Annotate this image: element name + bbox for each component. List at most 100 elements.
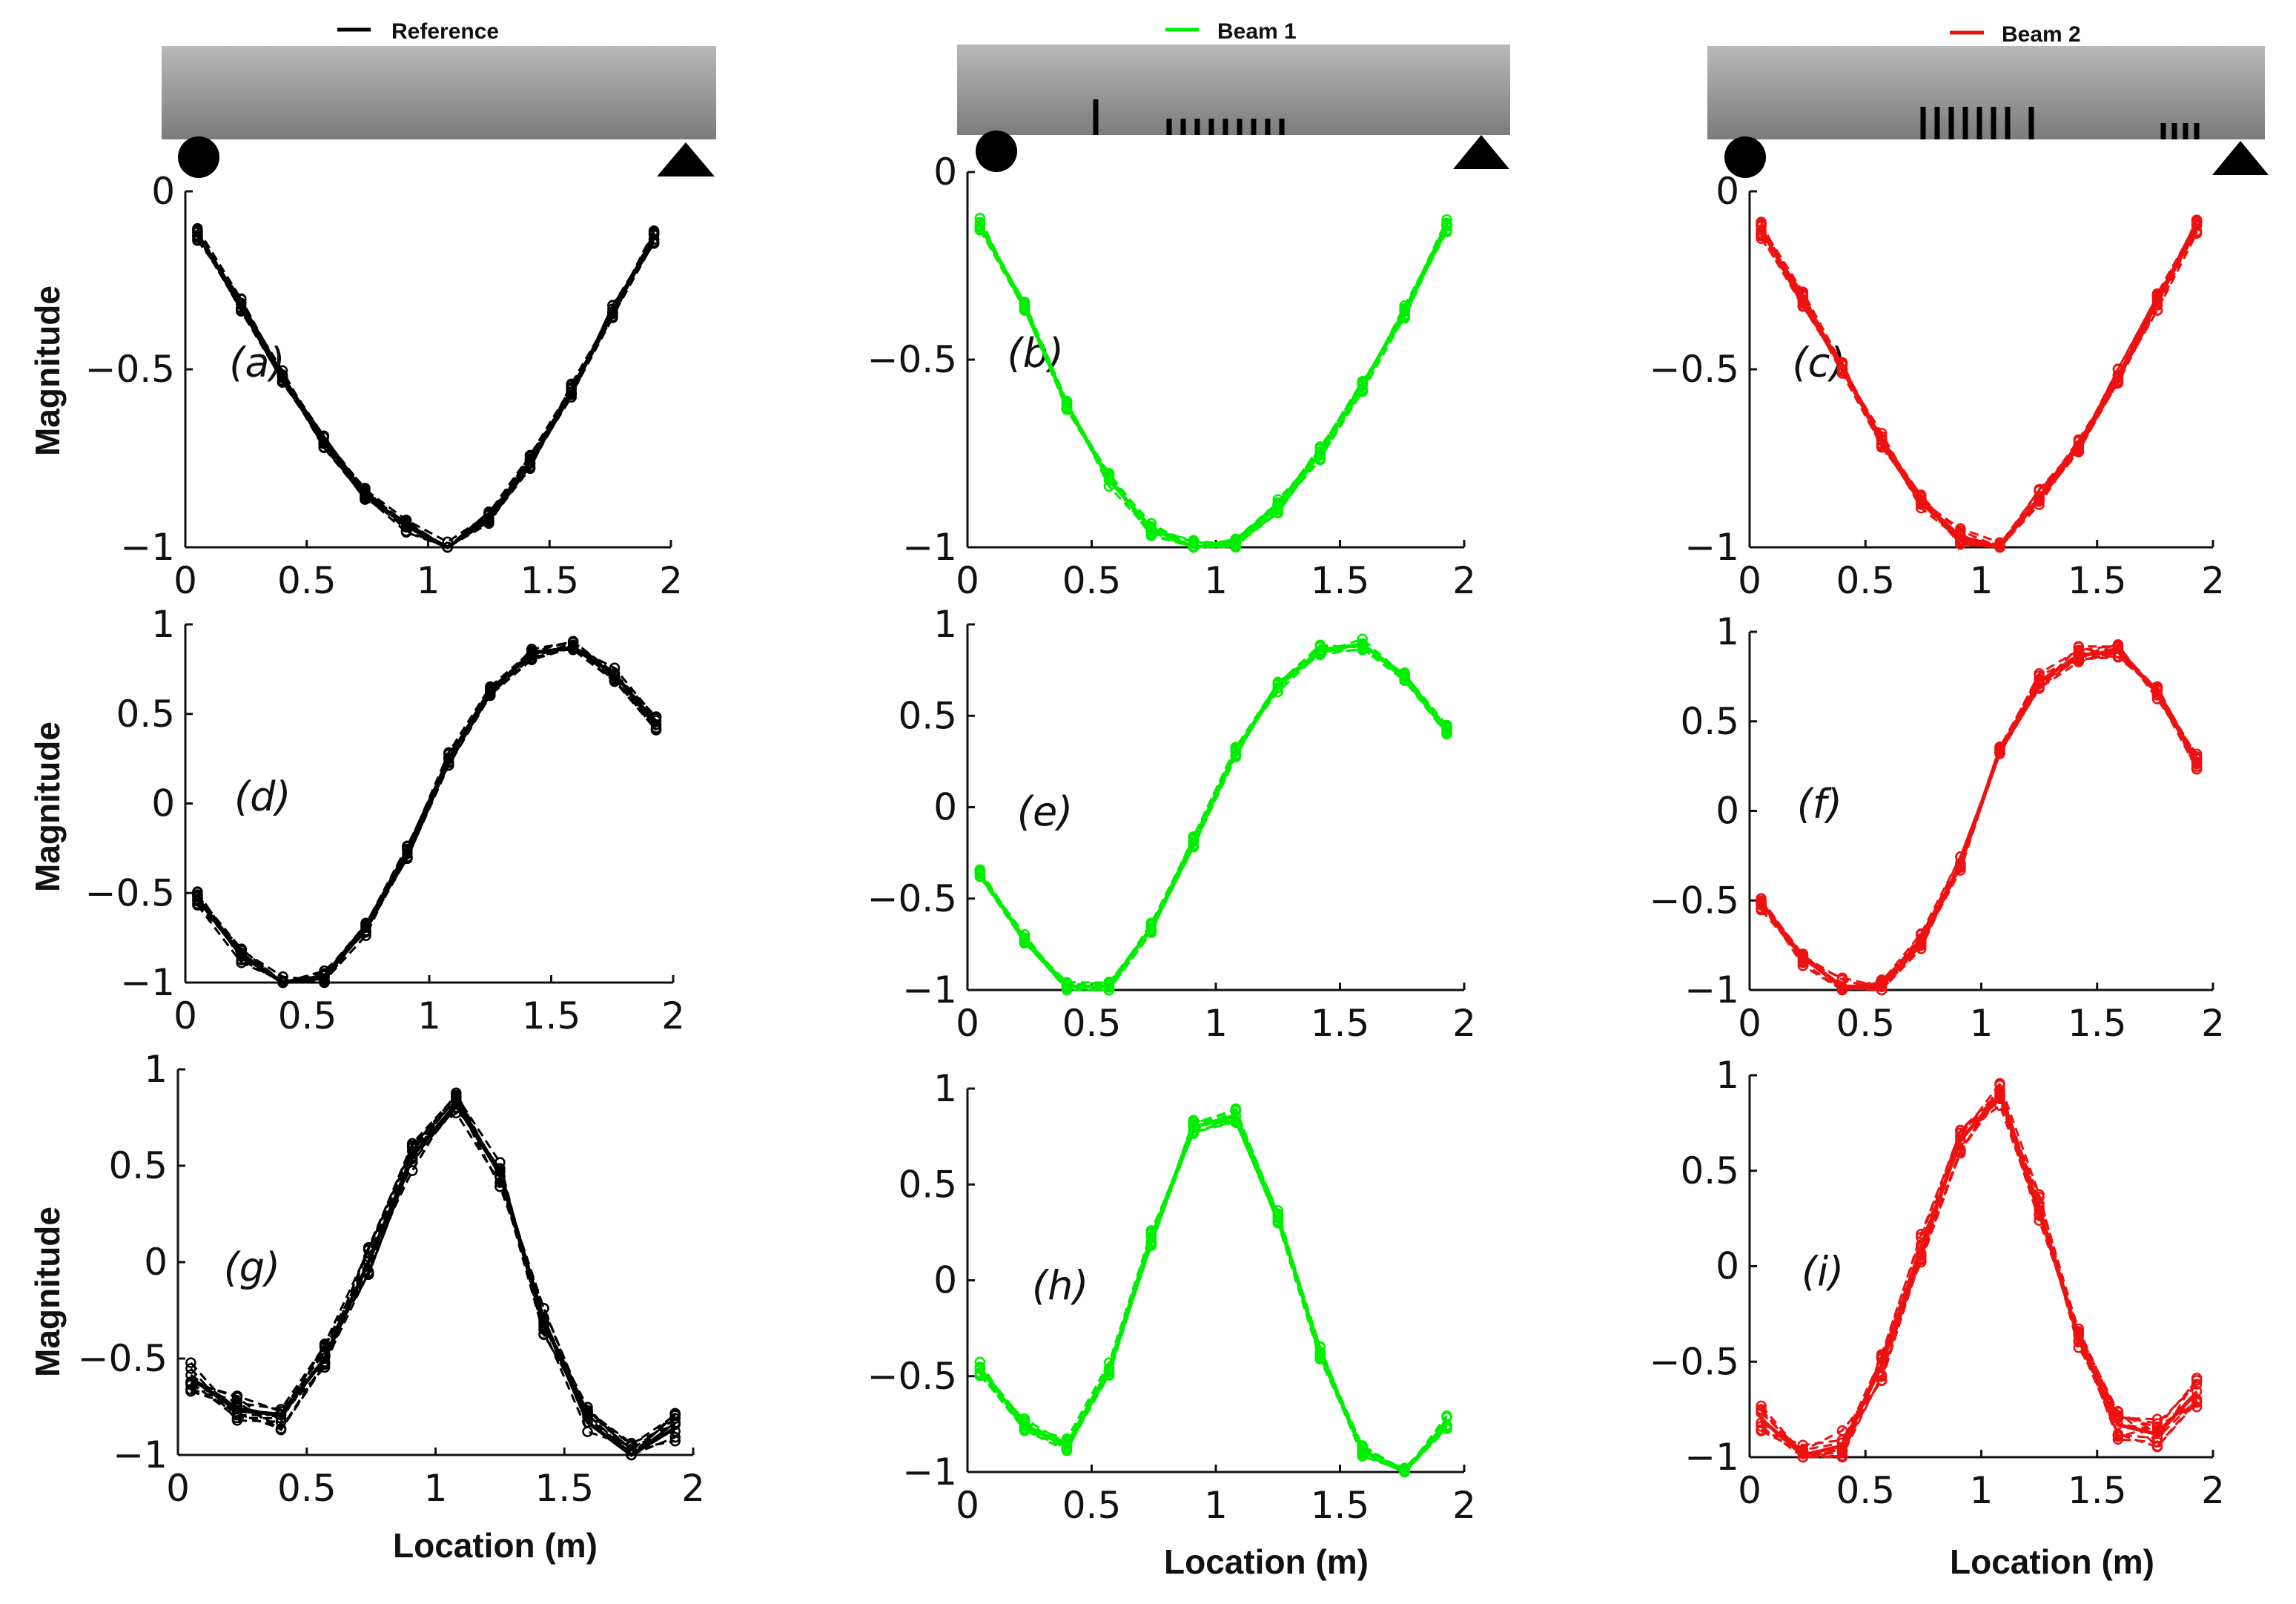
series-run-line [190,1093,676,1457]
y-tick-label: 0.5 [898,1163,957,1206]
data-point [1441,214,1452,225]
data-point [2191,1385,2203,1397]
series-run-line [196,648,658,984]
series-run-line [196,234,655,549]
x-tick-label: 0.5 [277,559,337,602]
data-point [1188,1115,1200,1126]
series-mean-line [978,642,1449,989]
series-reference [185,1087,681,1461]
x-tick-label: 2 [1452,1002,1476,1045]
series-run-line [196,237,655,549]
data-point [2191,225,2203,237]
series-run-line [190,1097,676,1448]
pin-support-icon [1453,135,1509,169]
data-point [2151,1413,2163,1425]
beam-reference [162,46,716,178]
data-point [2073,641,2085,652]
x-tick-label: 2 [659,559,683,602]
series-run-line [196,230,655,544]
series-run-line [196,231,655,549]
y-tick-label: 0 [933,151,957,194]
y-tick-label: 0.5 [116,693,175,736]
data-point [650,724,662,735]
y-tick-label: −1 [1684,526,1739,569]
x-tick-label: 0 [166,1467,190,1510]
x-tick-label: 1.5 [535,1467,594,1510]
panel-b: 0 0.5 1 1.5 2 0 −0.5 −1 (b) [867,151,1476,602]
x-tick-label: 1 [424,1467,448,1510]
series-run-line [1760,644,2198,991]
y-tick-label: −1 [120,526,175,569]
damage-marks [1093,99,1285,135]
series-mean-line [1759,225,2199,549]
x-tick-label: 0.5 [1836,559,1895,602]
x-tick-label: 2 [1452,1484,1476,1527]
y-tick-label: 0 [151,782,175,825]
data-point [360,922,371,933]
y-tick-label: 1 [1716,610,1739,653]
data-point [485,685,496,697]
pin-support-icon [2212,141,2269,175]
y-axis-label-row-2: Magnitude [28,722,67,892]
data-point [1756,897,1767,908]
y-tick-label: 1 [933,603,957,646]
data-point [275,1424,287,1436]
data-point [1145,530,1157,541]
beam-1 [957,44,1510,172]
panel-label: (i) [1802,1248,1844,1295]
y-tick-label: −1 [902,526,957,569]
series-beam-2 [1756,1077,2203,1463]
data-point [2191,1373,2203,1384]
y-tick-label: −0.5 [867,877,957,920]
x-tick-label: 0 [1738,559,1761,602]
series-run-line [190,1090,676,1445]
x-tick-label: 1.5 [1311,1002,1370,1045]
series-run-line [979,225,1448,546]
series-run-line [1760,1095,2198,1459]
x-tick-label: 0 [1738,1469,1761,1512]
series-beam-2 [1756,638,2203,996]
x-tick-label: 1.5 [2068,559,2127,602]
x-tick-label: 1.5 [1311,1484,1370,1527]
series-run-line [196,228,655,549]
x-tick-label: 1 [1970,1002,1994,1045]
x-tick-label: 0.5 [277,1467,337,1510]
x-tick-label: 1 [1970,559,1994,602]
data-point [1756,218,1767,229]
legend-beam-1: Beam 1 [1165,19,1297,44]
panel-d: 0 0.5 1 1.5 2 1 0.5 0 −0.5 −1 (d) [85,603,685,1037]
x-tick-label: 1.5 [2068,1469,2127,1512]
data-point [974,1362,986,1373]
legend-label-beam-2: Beam 2 [2002,22,2081,47]
data-point [1441,220,1452,231]
series-reference [192,222,660,553]
x-axis-label-col-1: Location (m) [393,1526,598,1565]
x-tick-label: 1.5 [2068,1002,2127,1045]
x-tick-label: 2 [681,1467,705,1510]
x-tick-label: 0.5 [1836,1002,1895,1045]
y-tick-label: 0 [1716,1245,1739,1288]
data-point [1797,1451,1809,1463]
damage-marks [1920,107,2200,139]
data-point [231,1390,243,1402]
y-tick-label: −0.5 [867,338,957,381]
series-run-line [196,234,655,549]
series-beam-2 [1756,214,2203,553]
y-tick-label: −1 [1684,968,1739,1011]
series-mean-line [1759,1090,2198,1458]
y-tick-label: 0 [1716,170,1739,213]
legend-label-reference: Reference [391,19,499,44]
panel-h: 0 0.5 1 1.5 2 1 0.5 0 −0.5 −1 (h) [867,1067,1476,1527]
series-beam-1 [974,633,1452,996]
data-point [1756,1424,1767,1436]
x-axis-label-col-3: Location (m) [1950,1542,2154,1581]
panel-label: (g) [224,1244,280,1291]
x-tick-label: 1.5 [522,994,581,1037]
x-tick-label: 2 [2201,1469,2225,1512]
series-run-line [979,225,1448,549]
y-tick-label: −0.5 [867,1355,957,1398]
x-tick-label: 1.5 [1311,559,1370,602]
y-tick-label: −0.5 [1650,879,1739,922]
data-point [974,864,986,876]
series-beam-1 [974,213,1452,553]
